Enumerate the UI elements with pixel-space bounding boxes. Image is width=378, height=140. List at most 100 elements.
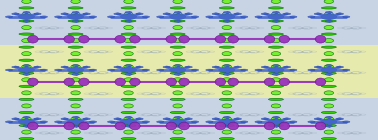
Ellipse shape bbox=[121, 111, 136, 114]
Ellipse shape bbox=[325, 20, 332, 22]
Ellipse shape bbox=[219, 7, 234, 9]
Ellipse shape bbox=[273, 65, 279, 66]
Ellipse shape bbox=[115, 78, 125, 86]
Ellipse shape bbox=[68, 33, 83, 35]
Ellipse shape bbox=[268, 46, 284, 48]
Ellipse shape bbox=[321, 85, 336, 88]
Ellipse shape bbox=[72, 65, 79, 66]
Ellipse shape bbox=[143, 121, 150, 123]
Ellipse shape bbox=[121, 14, 136, 19]
Ellipse shape bbox=[170, 98, 185, 101]
Ellipse shape bbox=[136, 66, 143, 68]
Ellipse shape bbox=[28, 78, 38, 86]
Ellipse shape bbox=[12, 66, 19, 68]
Ellipse shape bbox=[324, 78, 334, 82]
Ellipse shape bbox=[268, 119, 284, 124]
Ellipse shape bbox=[72, 20, 79, 22]
Ellipse shape bbox=[54, 121, 62, 123]
Ellipse shape bbox=[268, 14, 284, 19]
Ellipse shape bbox=[124, 0, 133, 3]
Ellipse shape bbox=[315, 122, 326, 130]
Ellipse shape bbox=[156, 69, 164, 71]
Ellipse shape bbox=[222, 117, 232, 121]
Ellipse shape bbox=[268, 124, 284, 127]
Ellipse shape bbox=[219, 85, 234, 88]
Ellipse shape bbox=[222, 52, 232, 56]
Ellipse shape bbox=[170, 59, 185, 61]
Ellipse shape bbox=[219, 111, 234, 114]
Ellipse shape bbox=[273, 20, 279, 22]
Ellipse shape bbox=[170, 20, 185, 22]
Ellipse shape bbox=[321, 7, 336, 9]
Ellipse shape bbox=[121, 85, 136, 88]
Ellipse shape bbox=[173, 91, 183, 95]
Ellipse shape bbox=[72, 11, 79, 13]
Ellipse shape bbox=[336, 13, 344, 15]
Ellipse shape bbox=[107, 121, 115, 123]
Ellipse shape bbox=[121, 72, 136, 74]
Ellipse shape bbox=[215, 35, 226, 43]
Ellipse shape bbox=[271, 117, 281, 121]
Ellipse shape bbox=[166, 35, 177, 43]
Ellipse shape bbox=[68, 98, 83, 101]
Ellipse shape bbox=[223, 116, 230, 118]
Ellipse shape bbox=[223, 20, 230, 22]
Ellipse shape bbox=[223, 11, 230, 13]
Ellipse shape bbox=[279, 35, 290, 43]
Ellipse shape bbox=[315, 78, 326, 86]
Ellipse shape bbox=[268, 137, 284, 140]
Ellipse shape bbox=[23, 125, 30, 127]
Ellipse shape bbox=[192, 121, 199, 123]
Ellipse shape bbox=[290, 69, 297, 71]
Ellipse shape bbox=[219, 14, 235, 19]
Ellipse shape bbox=[125, 116, 132, 118]
Ellipse shape bbox=[324, 39, 334, 43]
Ellipse shape bbox=[156, 16, 164, 18]
Ellipse shape bbox=[22, 52, 31, 56]
Ellipse shape bbox=[68, 111, 83, 114]
Ellipse shape bbox=[64, 35, 74, 43]
Ellipse shape bbox=[273, 74, 279, 75]
Ellipse shape bbox=[19, 72, 34, 74]
Ellipse shape bbox=[114, 13, 121, 15]
Ellipse shape bbox=[324, 52, 334, 56]
Ellipse shape bbox=[206, 69, 213, 71]
Ellipse shape bbox=[121, 124, 136, 127]
Ellipse shape bbox=[179, 78, 189, 86]
Ellipse shape bbox=[222, 130, 232, 134]
Ellipse shape bbox=[19, 98, 34, 101]
Ellipse shape bbox=[61, 118, 68, 120]
Ellipse shape bbox=[173, 65, 183, 69]
Ellipse shape bbox=[124, 12, 133, 17]
Ellipse shape bbox=[336, 118, 344, 120]
Ellipse shape bbox=[343, 69, 350, 71]
Ellipse shape bbox=[325, 125, 332, 127]
Ellipse shape bbox=[321, 20, 336, 22]
Ellipse shape bbox=[268, 111, 284, 114]
Ellipse shape bbox=[215, 122, 226, 130]
Ellipse shape bbox=[28, 35, 38, 43]
Ellipse shape bbox=[124, 117, 133, 121]
Ellipse shape bbox=[215, 78, 226, 86]
Ellipse shape bbox=[115, 122, 125, 130]
Ellipse shape bbox=[19, 14, 34, 19]
Ellipse shape bbox=[315, 35, 326, 43]
Ellipse shape bbox=[290, 16, 297, 18]
Ellipse shape bbox=[271, 12, 281, 17]
Ellipse shape bbox=[121, 137, 136, 140]
Ellipse shape bbox=[68, 119, 84, 124]
Ellipse shape bbox=[115, 35, 125, 43]
Ellipse shape bbox=[61, 13, 68, 15]
Ellipse shape bbox=[68, 46, 83, 48]
Ellipse shape bbox=[321, 33, 336, 35]
Ellipse shape bbox=[174, 11, 181, 13]
Ellipse shape bbox=[261, 13, 268, 15]
Ellipse shape bbox=[222, 25, 232, 30]
Ellipse shape bbox=[170, 7, 185, 9]
Ellipse shape bbox=[68, 137, 83, 140]
Ellipse shape bbox=[68, 59, 83, 61]
Ellipse shape bbox=[271, 78, 281, 82]
Ellipse shape bbox=[185, 118, 192, 120]
Ellipse shape bbox=[130, 122, 140, 130]
Ellipse shape bbox=[124, 130, 133, 134]
